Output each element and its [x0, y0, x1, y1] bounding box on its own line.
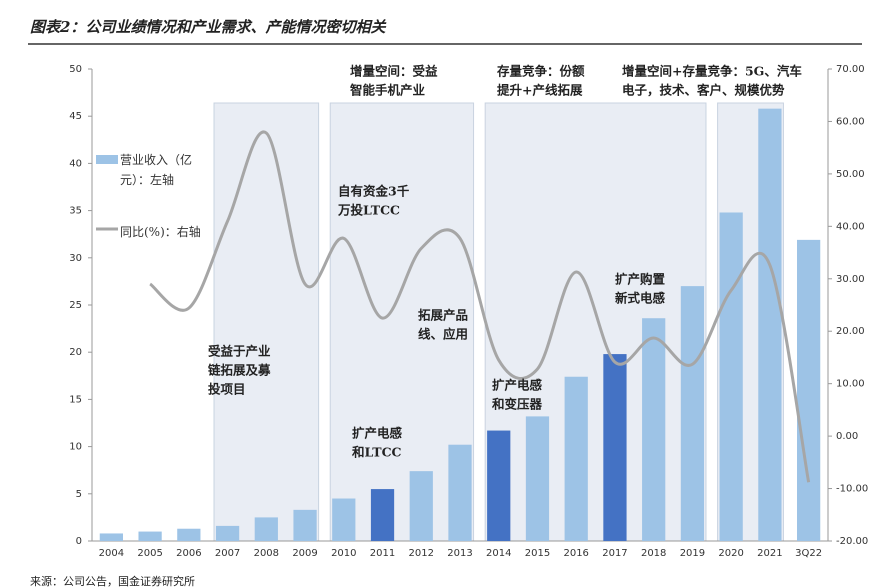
y-tick-label: 10 [69, 442, 82, 453]
annotation: 电子，技术、客户、规模优势 [622, 83, 785, 98]
bar [293, 509, 317, 541]
bar [487, 430, 511, 541]
chart-title: 图表2：公司业绩情况和产业需求、产能情况密切相关 [30, 18, 386, 36]
legend-label: 营业收入（亿元）：左轴 [120, 153, 193, 187]
x-tick-label: 2016 [563, 548, 588, 559]
annotation: 链拓展及募 [208, 363, 271, 378]
x-tick-label: 2018 [641, 548, 666, 559]
bar [138, 531, 162, 541]
y2-tick-label: 50.00 [836, 169, 865, 180]
x-tick-label: 2012 [409, 548, 434, 559]
y-tick-label: 45 [69, 111, 82, 122]
y2-tick-label: 0.00 [836, 431, 858, 442]
bar [409, 471, 433, 541]
annotation: 提升+产线拓展 [497, 83, 583, 98]
bar [642, 318, 666, 541]
source: 来源：公司公告，国金证券研究所 [30, 574, 195, 588]
bar [797, 239, 821, 541]
bar [254, 517, 278, 541]
y2-tick-label: -20.00 [836, 536, 868, 547]
bar [370, 489, 395, 541]
y-tick-label: 25 [69, 300, 82, 311]
x-tick-label: 2014 [486, 548, 511, 559]
y-tick-label: 35 [69, 206, 82, 217]
bar [564, 376, 588, 541]
y2-tick-label: 70.00 [836, 64, 865, 75]
y-tick-label: 30 [69, 253, 82, 264]
bar [603, 354, 627, 541]
x-tick-label: 2006 [176, 548, 201, 559]
legend-swatch [96, 155, 118, 164]
y-tick-label: 50 [69, 64, 82, 75]
x-tick-label: 2005 [137, 548, 162, 559]
period-shade [484, 102, 707, 542]
annotation: 自有资金3千 [338, 184, 410, 199]
bar [332, 498, 356, 541]
x-tick-label: 2008 [254, 548, 279, 559]
annotation: 增量空间：受益 [350, 64, 438, 79]
annotation: 万投LTCC [337, 203, 400, 218]
annotation: 线、应用 [418, 327, 468, 342]
bar [215, 525, 240, 541]
annotation: 扩产电感 [352, 426, 403, 441]
x-tick-label: 2004 [99, 548, 124, 559]
bar [177, 528, 201, 541]
bar [448, 444, 472, 541]
y2-tick-label: 10.00 [836, 379, 865, 390]
x-tick-label: 2021 [757, 548, 782, 559]
x-tick-label: 2010 [331, 548, 356, 559]
x-tick-label: 2013 [447, 548, 472, 559]
period-shade [213, 102, 320, 542]
x-tick-label: 2011 [370, 548, 395, 559]
annotation: 增量空间+存量竞争：5G、汽车 [622, 64, 802, 79]
bar [758, 108, 782, 541]
bar [525, 416, 550, 541]
annotation: 受益于产业 [208, 344, 271, 359]
bar [719, 212, 743, 541]
annotation: 和变压器 [491, 397, 543, 412]
x-tick-label: 2017 [602, 548, 627, 559]
annotation: 新式电感 [615, 291, 666, 306]
y-tick-label: 5 [76, 489, 82, 500]
y-tick-label: 20 [69, 347, 82, 358]
bar [99, 533, 123, 541]
y-tick-label: 0 [76, 536, 82, 547]
annotation: 智能手机产业 [349, 83, 426, 98]
y2-tick-label: 30.00 [836, 274, 865, 285]
x-tick-label: 3Q22 [795, 548, 822, 559]
x-tick-label: 2007 [215, 548, 240, 559]
annotation: 扩产购置 [615, 272, 666, 287]
x-tick-label: 2019 [680, 548, 705, 559]
x-tick-label: 2020 [718, 548, 743, 559]
legend-label: 同比(%)：右轴 [120, 225, 201, 239]
y2-tick-label: -10.00 [836, 484, 868, 495]
line [149, 130, 811, 483]
annotation: 投项目 [208, 382, 246, 397]
x-tick-label: 2009 [292, 548, 317, 559]
annotation: 存量竞争：份额 [496, 64, 585, 79]
annotation: 和LTCC [351, 445, 402, 460]
y-tick-label: 40 [69, 158, 82, 169]
y2-tick-label: 60.00 [836, 116, 865, 127]
y-tick-label: 15 [69, 394, 82, 405]
bar [680, 286, 705, 541]
annotation: 扩产电感 [492, 378, 543, 393]
annotation: 拓展产品 [418, 308, 468, 323]
x-tick-label: 2015 [525, 548, 550, 559]
y2-tick-label: 40.00 [836, 221, 865, 232]
y2-tick-label: 20.00 [836, 326, 865, 337]
